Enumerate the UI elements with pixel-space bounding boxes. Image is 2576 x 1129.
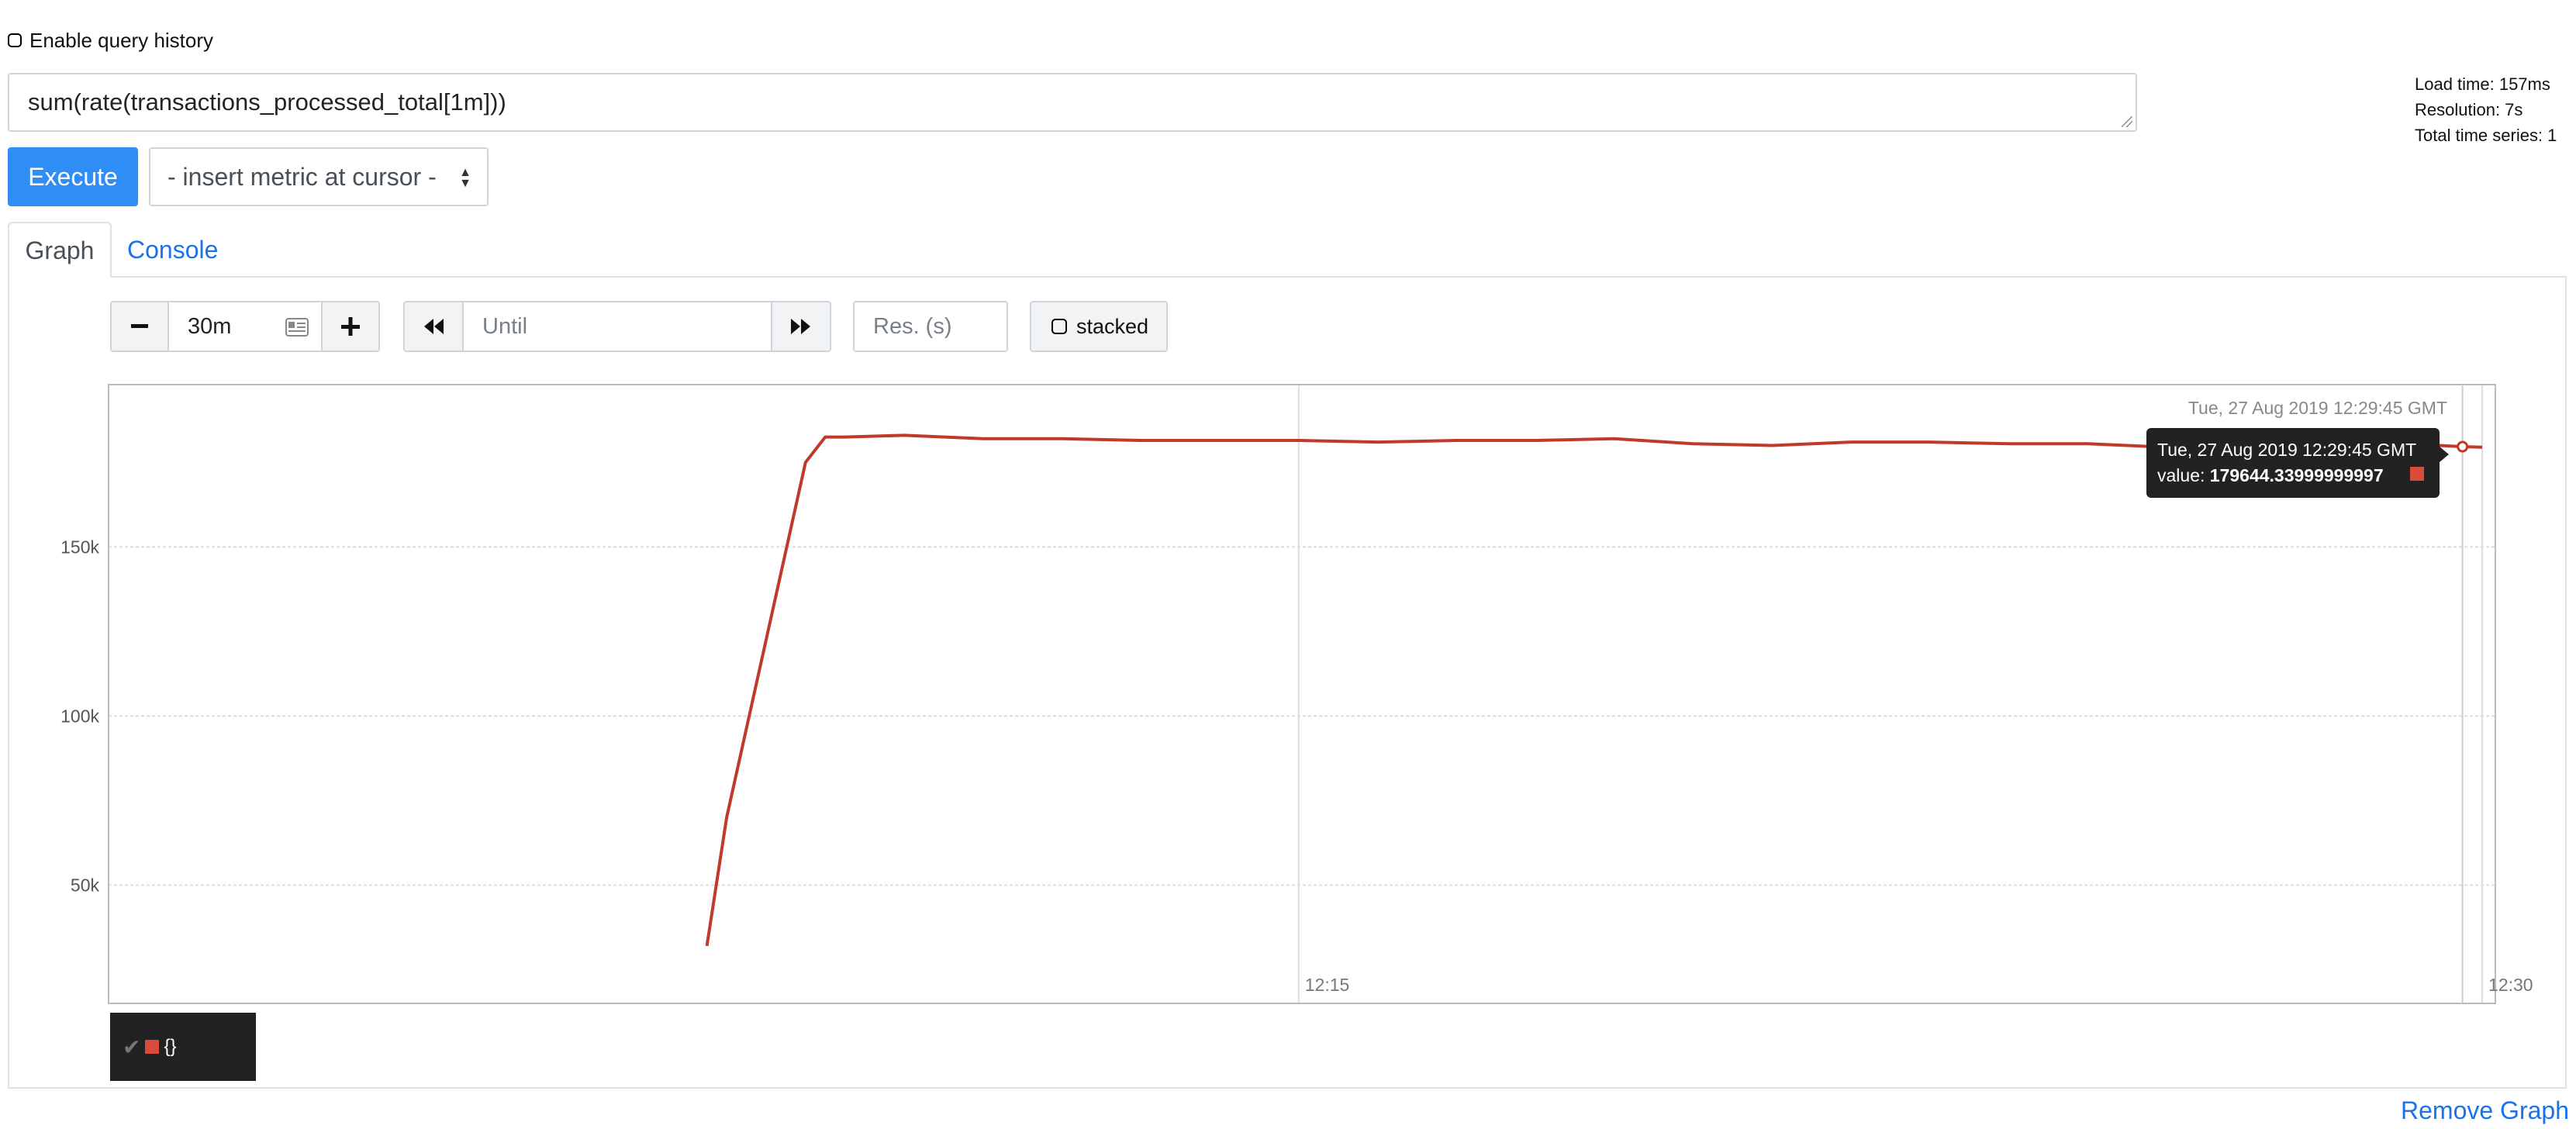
query-history-label: Enable query history (29, 28, 214, 52)
tab-console[interactable]: Console (127, 235, 219, 264)
time-back-button[interactable] (403, 301, 464, 352)
hover-time-label: Tue, 27 Aug 2019 12:29:45 GMT (2188, 398, 2447, 418)
tab-graph[interactable]: Graph (8, 222, 112, 278)
check-icon: ✔ (123, 1034, 141, 1059)
chart-grid (109, 385, 2495, 1003)
until-input[interactable]: Until (462, 301, 772, 352)
y-tick-label: 150k (60, 537, 99, 557)
execute-button[interactable]: Execute (8, 147, 138, 206)
calendar-icon (285, 318, 309, 337)
expression-value: sum(rate(transactions_processed_total[1m… (28, 88, 506, 116)
y-tick-label: 50k (71, 875, 100, 895)
resolution-input[interactable]: Res. (s) (853, 301, 1008, 352)
query-history-toggle[interactable]: Enable query history (8, 26, 213, 54)
plot-area-border (108, 384, 2496, 1004)
sort-arrows-icon: ▲ ▼ (459, 166, 471, 190)
tooltip-value-label: value: (2157, 465, 2205, 485)
resize-handle-icon[interactable] (2122, 116, 2132, 127)
range-value: 30m (188, 313, 232, 339)
query-history-checkbox[interactable] (8, 33, 22, 47)
y-tick-label: 100k (60, 706, 99, 726)
legend-swatch (145, 1040, 160, 1054)
stacked-label: stacked (1076, 314, 1149, 338)
x-tick-label: 12:30 (2488, 975, 2533, 995)
increase-range-button[interactable] (321, 301, 380, 352)
stacked-checkbox[interactable] (1051, 319, 1067, 334)
tooltip-time: Tue, 27 Aug 2019 12:29:45 GMT (2157, 440, 2417, 460)
forward-icon (791, 319, 810, 334)
x-tick-label: 12:15 (1305, 975, 1350, 995)
x-axis: 12:15 12:30 (1305, 975, 2533, 995)
metric-select[interactable]: - insert metric at cursor - ▲ ▼ (149, 147, 489, 206)
resolution-stat: Resolution: 7s (2415, 100, 2523, 119)
series-swatch (2410, 467, 2424, 481)
metric-select-value: - insert metric at cursor - (167, 162, 437, 191)
remove-graph-link[interactable]: Remove Graph (2401, 1096, 2569, 1124)
resolution-placeholder: Res. (s) (873, 313, 952, 339)
range-input[interactable]: 30m (167, 301, 323, 352)
load-time: Load time: 157ms (2415, 74, 2550, 94)
legend[interactable]: ✔ {} (110, 1013, 256, 1081)
legend-label: {} (164, 1036, 177, 1057)
plus-icon (341, 317, 360, 336)
series-line[interactable] (705, 433, 2483, 947)
value-tooltip: Tue, 27 Aug 2019 12:29:45 GMT value: 179… (2146, 428, 2449, 498)
minus-icon (131, 324, 148, 328)
hover-point[interactable] (2457, 440, 2469, 453)
tooltip-arrow-icon (2440, 447, 2449, 462)
query-stats: Load time: 157ms Resolution: 7s Total ti… (2415, 71, 2557, 148)
y-axis: 50k 100k 150k (60, 537, 99, 895)
tooltip-value: 179644.33999999997 (2209, 465, 2384, 485)
backward-icon (424, 319, 444, 334)
stacked-toggle[interactable]: stacked (1030, 301, 1168, 352)
expression-input[interactable]: sum(rate(transactions_processed_total[1m… (8, 73, 2137, 132)
graph-panel (8, 276, 2567, 1089)
until-placeholder: Until (482, 313, 528, 339)
total-series-stat: Total time series: 1 (2415, 126, 2557, 145)
tooltip-value-row: value: 179644.33999999997 (2157, 463, 2429, 489)
time-forward-button[interactable] (771, 301, 831, 352)
